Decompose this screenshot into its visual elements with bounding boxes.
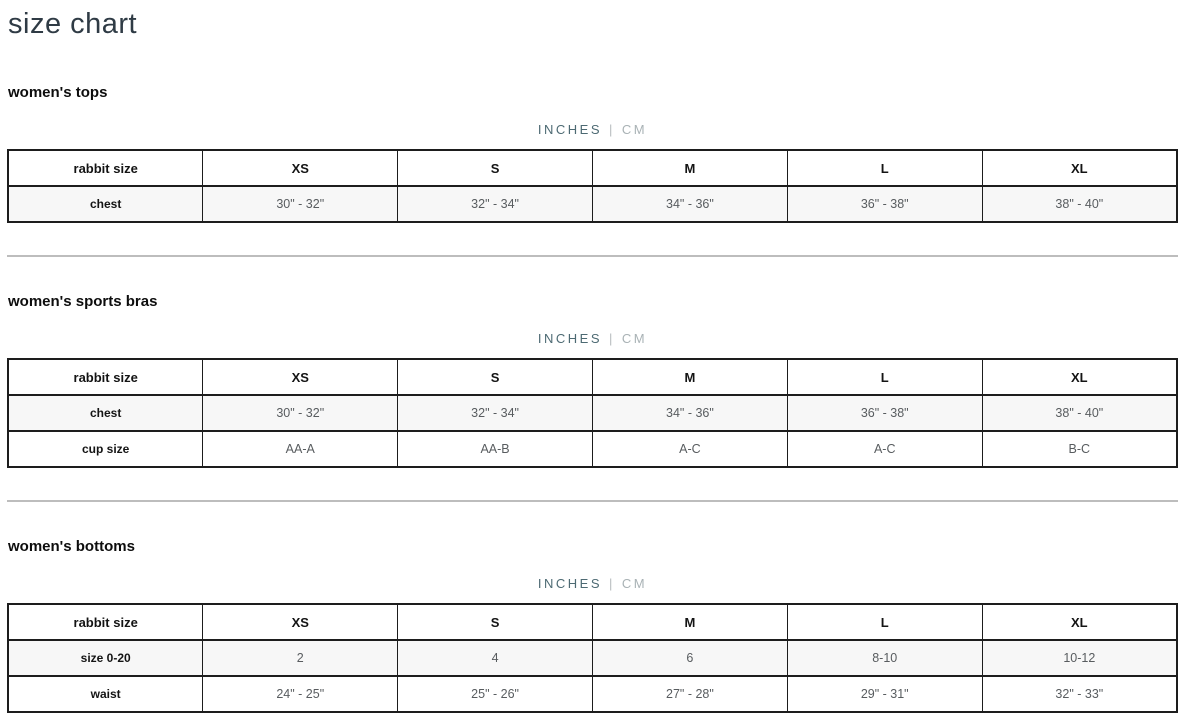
row-label-size-0-20: size 0-20 — [7, 639, 204, 678]
table-cell: 29" - 31" — [786, 675, 983, 713]
table-cell: 34" - 36" — [591, 394, 788, 433]
table-cell: 4 — [397, 639, 593, 678]
column-header-s: S — [397, 149, 593, 188]
unit-cm-link[interactable]: CM — [621, 576, 648, 592]
table-header-row: rabbit size XS S M L XL — [7, 603, 1178, 642]
column-header-m: M — [591, 358, 788, 397]
section-heading-womens-bottoms: women's bottoms — [8, 538, 135, 556]
section-heading-womens-tops: women's tops — [8, 84, 108, 102]
column-header-xs: XS — [202, 149, 399, 188]
table-cell: B-C — [981, 430, 1178, 469]
table-cell: 38" - 40" — [981, 394, 1178, 433]
section-womens-sports-bras: women's sports bras INCHES | CM rabbit siz… — [7, 293, 1178, 469]
section-heading-womens-sports-bras: women's sports bras — [8, 293, 158, 311]
unit-inches-link[interactable]: INCHES — [537, 576, 602, 592]
unit-inches-link[interactable]: INCHES — [537, 331, 602, 347]
page-title: size chart — [8, 8, 138, 40]
table-cell: 36" - 38" — [786, 185, 983, 224]
size-table-womens-bottoms: rabbit size XS S M L XL size 0-20 2 4 6 … — [7, 603, 1178, 713]
table-cell: 8-10 — [786, 639, 983, 678]
table-cell: 38" - 40" — [981, 185, 1178, 224]
table-cell: A-C — [591, 430, 788, 469]
table-cell: 30" - 32" — [202, 185, 399, 224]
table-cell: 34" - 36" — [591, 185, 788, 224]
unit-separator: | — [609, 331, 615, 347]
unit-toggle: INCHES | CM — [7, 331, 1178, 347]
table-header-row: rabbit size XS S M L XL — [7, 149, 1178, 188]
table-header-row: rabbit size XS S M L XL — [7, 358, 1178, 397]
size-table-womens-sports-bras: rabbit size XS S M L XL chest 30" - 32" … — [7, 358, 1178, 469]
row-label-chest: chest — [7, 185, 204, 224]
column-header-rabbit-size: rabbit size — [7, 603, 204, 642]
section-womens-tops: women's tops INCHES | CM rabbit size XS S … — [7, 84, 1178, 224]
column-header-rabbit-size: rabbit size — [7, 358, 204, 397]
unit-separator: | — [609, 576, 615, 592]
column-header-m: M — [591, 149, 788, 188]
table-row-waist: waist 24" - 25" 25" - 26" 27" - 28" 29" … — [7, 675, 1178, 713]
table-cell: 32" - 33" — [981, 675, 1178, 713]
table-cell: 25" - 26" — [397, 675, 593, 713]
column-header-xs: XS — [202, 603, 399, 642]
section-womens-bottoms: women's bottoms INCHES | CM rabbit size XS… — [7, 538, 1178, 713]
column-header-s: S — [397, 603, 593, 642]
table-cell: 24" - 25" — [202, 675, 399, 713]
section-divider — [7, 500, 1178, 503]
column-header-l: L — [786, 358, 983, 397]
unit-inches-link[interactable]: INCHES — [537, 122, 602, 138]
column-header-s: S — [397, 358, 593, 397]
column-header-m: M — [591, 603, 788, 642]
column-header-l: L — [786, 149, 983, 188]
table-row-size-0-20: size 0-20 2 4 6 8-10 10-12 — [7, 639, 1178, 678]
column-header-xs: XS — [202, 358, 399, 397]
row-label-waist: waist — [7, 675, 204, 713]
table-cell: AA-B — [397, 430, 593, 469]
table-cell: 30" - 32" — [202, 394, 399, 433]
unit-cm-link[interactable]: CM — [621, 331, 648, 347]
table-row-chest: chest 30" - 32" 32" - 34" 34" - 36" 36" … — [7, 394, 1178, 433]
table-cell: 32" - 34" — [397, 185, 593, 224]
table-cell: AA-A — [202, 430, 399, 469]
table-cell: 36" - 38" — [786, 394, 983, 433]
table-cell: 10-12 — [981, 639, 1178, 678]
unit-cm-link[interactable]: CM — [621, 122, 648, 138]
table-cell: A-C — [786, 430, 983, 469]
column-header-xl: XL — [981, 603, 1178, 642]
unit-toggle: INCHES | CM — [7, 122, 1178, 138]
column-header-rabbit-size: rabbit size — [7, 149, 204, 188]
table-row-chest: chest 30" - 32" 32" - 34" 34" - 36" 36" … — [7, 185, 1178, 224]
table-row-cup-size: cup size AA-A AA-B A-C A-C B-C — [7, 430, 1178, 469]
row-label-cup-size: cup size — [7, 430, 204, 469]
section-divider — [7, 255, 1178, 258]
size-table-womens-tops: rabbit size XS S M L XL chest 30" - 32" … — [7, 149, 1178, 224]
column-header-xl: XL — [981, 358, 1178, 397]
row-label-chest: chest — [7, 394, 204, 433]
table-cell: 2 — [202, 639, 399, 678]
unit-toggle: INCHES | CM — [7, 576, 1178, 592]
column-header-xl: XL — [981, 149, 1178, 188]
table-cell: 6 — [591, 639, 788, 678]
unit-separator: | — [609, 122, 615, 138]
table-cell: 32" - 34" — [397, 394, 593, 433]
column-header-l: L — [786, 603, 983, 642]
table-cell: 27" - 28" — [591, 675, 788, 713]
